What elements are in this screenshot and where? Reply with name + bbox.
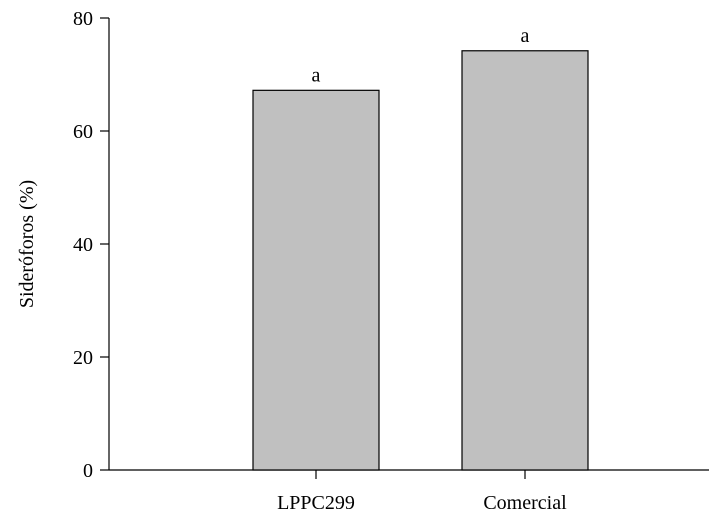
bar xyxy=(252,89,380,471)
x-tick-label: Comercial xyxy=(483,492,567,513)
plot-area: 0 20 40 60 80 LPPC299 a Comercial a xyxy=(73,8,709,513)
bar-annotation: a xyxy=(521,25,530,47)
y-axis-label: Sideróforos (%) xyxy=(16,180,38,308)
bar-annotation: a xyxy=(312,64,321,86)
bar xyxy=(461,50,589,471)
y-tick-label: 20 xyxy=(73,347,93,369)
y-tick-label: 60 xyxy=(73,121,93,143)
y-tick-label: 0 xyxy=(83,460,93,482)
y-tick-label: 40 xyxy=(73,234,93,256)
x-tick-label: LPPC299 xyxy=(277,492,355,513)
y-tick-label: 80 xyxy=(73,8,93,30)
